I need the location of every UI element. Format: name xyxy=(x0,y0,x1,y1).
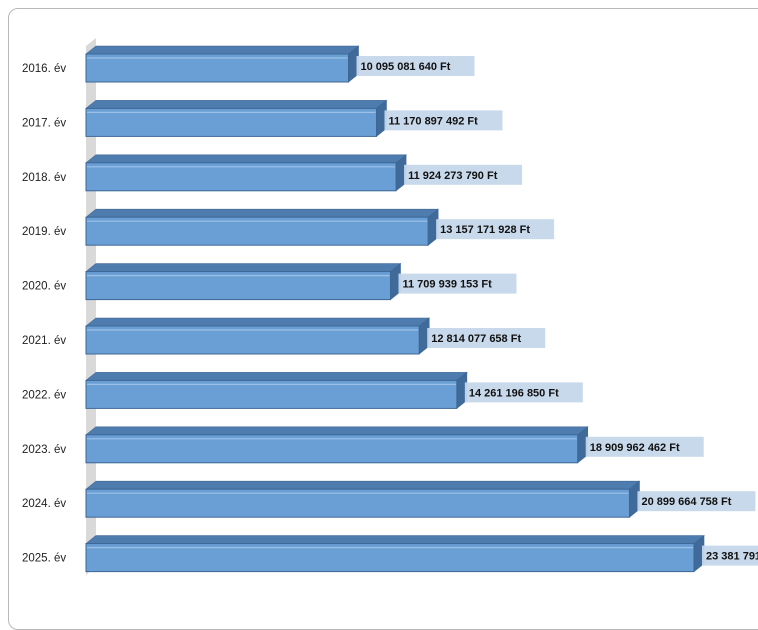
data-label-text: 10 095 081 640 Ft xyxy=(361,61,451,73)
bar-3 xyxy=(85,154,407,192)
bar-front-face xyxy=(85,379,458,409)
data-label-text: 12 814 077 658 Ft xyxy=(431,333,521,345)
bar-top-face xyxy=(85,45,360,55)
data-label-bg xyxy=(702,545,758,566)
data-label-bg xyxy=(404,164,523,185)
bar-2 xyxy=(85,99,388,138)
bar-top-face xyxy=(85,480,641,490)
bar-top-face xyxy=(85,317,431,327)
category-label: 2020. év xyxy=(22,281,66,293)
data-label: 23 381 791 320 Ft xyxy=(702,545,758,566)
bar-front-face xyxy=(85,162,397,192)
data-label-text: 23 381 791 320 Ft xyxy=(706,551,758,563)
bar-front-face xyxy=(85,434,579,464)
data-label-text: 20 899 664 758 Ft xyxy=(641,496,731,508)
bar-chart: 2016. év 2017. év 2018. év 2019. év 2020. év… xyxy=(22,38,758,576)
data-label: 11 170 897 492 Ft xyxy=(384,110,503,131)
data-label-bg xyxy=(384,110,503,131)
bar-top-face xyxy=(85,154,407,164)
bar-front-face xyxy=(85,325,420,355)
category-label: 2022. év xyxy=(22,389,66,401)
bar-front-face xyxy=(85,107,377,137)
bar-top-face xyxy=(85,535,705,544)
bar-5 xyxy=(85,262,402,301)
data-label-bg xyxy=(436,219,555,240)
bar-top-face xyxy=(85,263,402,272)
data-label: 14 261 196 850 Ft xyxy=(464,382,583,403)
data-label: 11 924 273 790 Ft xyxy=(404,164,523,185)
data-label-bg xyxy=(464,382,583,403)
data-label-text: 11 924 273 790 Ft xyxy=(408,170,498,182)
bar-front-face xyxy=(85,543,695,573)
data-label: 13 157 171 928 Ft xyxy=(436,219,555,240)
bar-top-face xyxy=(85,372,468,381)
data-label: 18 909 962 462 Ft xyxy=(585,436,704,457)
category-label: 2018. év xyxy=(22,172,66,184)
data-label-bg xyxy=(427,328,546,348)
data-label-text: 13 157 171 928 Ft xyxy=(440,224,530,236)
data-labels-group: 10 095 081 640 Ft 11 170 897 492 Ft 11 924… xyxy=(356,56,758,566)
data-label: 10 095 081 640 Ft xyxy=(356,56,475,76)
bar-6 xyxy=(85,317,431,355)
data-label: 12 814 077 658 Ft xyxy=(427,328,546,348)
bar-top-face xyxy=(85,100,388,109)
data-label: 11 709 939 153 Ft xyxy=(398,273,517,294)
bar-8 xyxy=(85,426,589,464)
data-label-bg xyxy=(356,56,475,76)
bar-10 xyxy=(85,534,705,573)
data-label-text: 11 709 939 153 Ft xyxy=(402,279,492,291)
bar-top-face xyxy=(85,208,439,218)
category-label: 2021. év xyxy=(22,335,66,347)
bar-1 xyxy=(85,45,360,83)
bar-4 xyxy=(85,208,439,246)
bar-front-face xyxy=(85,488,630,518)
data-label-text: 18 909 962 462 Ft xyxy=(590,442,680,454)
category-label: 2019. év xyxy=(22,226,66,238)
bar-top-face xyxy=(85,426,589,436)
category-label: 2025. év xyxy=(22,553,66,565)
data-label-bg xyxy=(398,273,517,294)
bars-group xyxy=(85,45,705,573)
category-labels: 2016. év 2017. év 2018. év 2019. év 2020. év… xyxy=(22,63,66,565)
category-label: 2016. év xyxy=(22,63,66,75)
category-label: 2017. év xyxy=(22,117,66,129)
bar-7 xyxy=(85,371,468,410)
data-label: 20 899 664 758 Ft xyxy=(637,491,756,512)
bar-front-face xyxy=(85,271,391,301)
category-label: 2024. év xyxy=(22,498,66,510)
data-label-bg xyxy=(637,491,756,512)
data-label-text: 11 170 897 492 Ft xyxy=(388,115,478,127)
bar-front-face xyxy=(85,216,429,246)
bar-front-face xyxy=(85,53,350,83)
category-label: 2023. év xyxy=(22,444,66,456)
data-label-text: 14 261 196 850 Ft xyxy=(469,387,559,399)
bar-9 xyxy=(85,480,641,518)
data-label-bg xyxy=(585,436,704,457)
